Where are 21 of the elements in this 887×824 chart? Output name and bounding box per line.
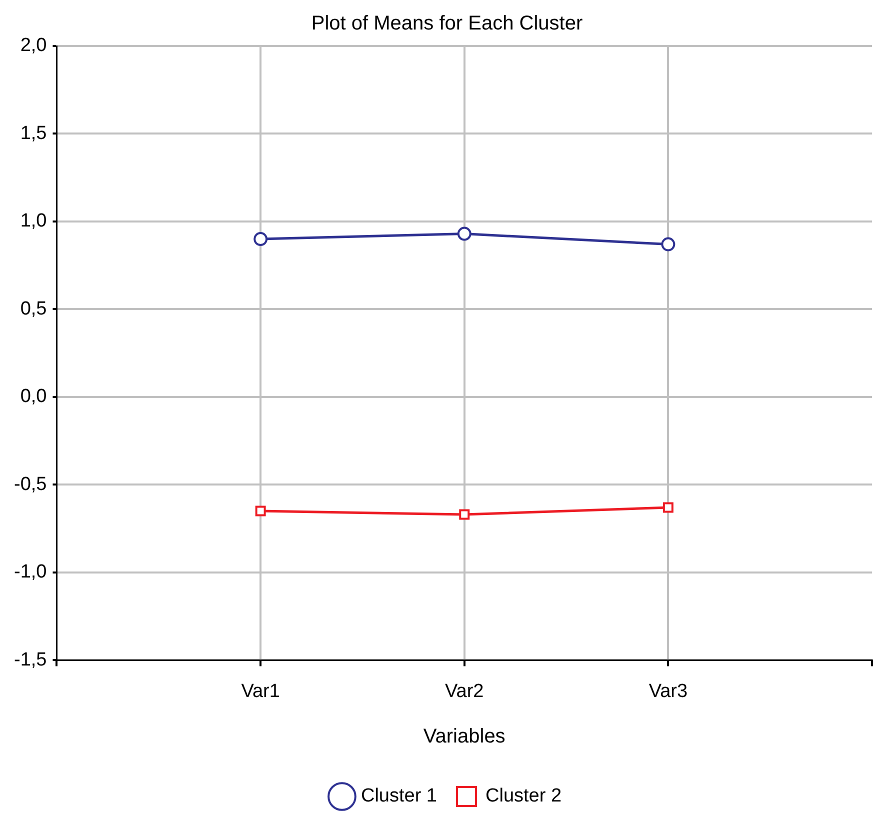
y-tick-label: 1,5 (20, 122, 47, 144)
y-tick-label: -0,5 (14, 474, 47, 495)
point (457, 226, 472, 241)
point (661, 237, 676, 252)
x-tick-label: Var3 (648, 680, 688, 702)
point (459, 509, 470, 520)
chart-title: Plot of Means for Each Cluster (311, 12, 583, 35)
x-axis-title: Variables (423, 726, 506, 748)
y-tick-label: 0,0 (20, 386, 47, 408)
point (255, 506, 266, 516)
y-tick-label: 0,5 (20, 298, 47, 320)
point (662, 502, 674, 513)
y-tick-label: 2,0 (20, 35, 47, 56)
y-tick-label: 1,0 (20, 210, 47, 232)
legend-label: Cluster 2 (486, 786, 562, 807)
y-tick-label: -1,5 (14, 649, 47, 670)
point (254, 232, 268, 246)
legend-label: Cluster 1 (360, 786, 438, 807)
x-tick-label: Var1 (241, 680, 280, 702)
y-tick-label: -1,0 (14, 562, 47, 583)
x-tick-label: Var2 (445, 680, 484, 702)
